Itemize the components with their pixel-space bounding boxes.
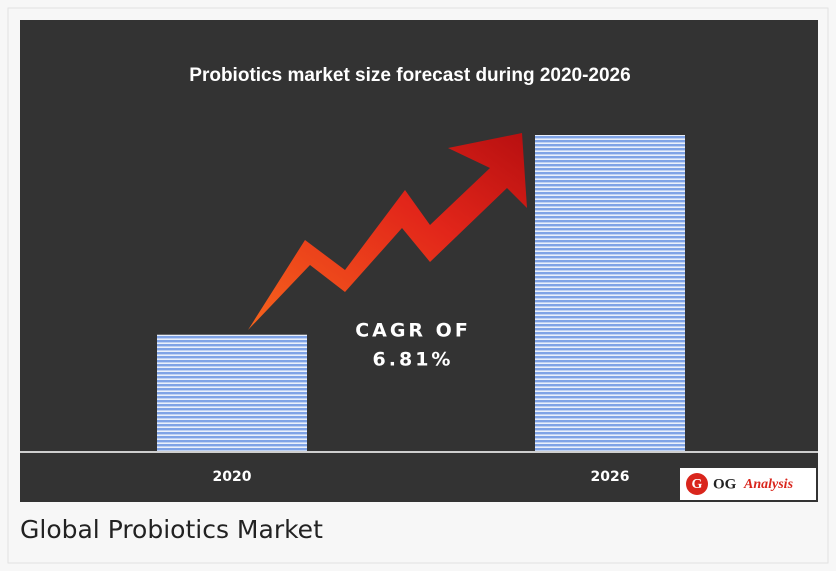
x-tick-label: 2026	[591, 469, 630, 485]
logo: G OG Analysis	[680, 468, 816, 500]
logo-icon: G	[692, 477, 703, 492]
logo-circle	[686, 473, 708, 495]
logo-name: OG	[713, 476, 737, 492]
chart-image	[20, 20, 818, 502]
bar	[535, 135, 685, 452]
bars	[157, 135, 685, 452]
annotation: 6.81%	[373, 349, 454, 371]
chart-title: Probiotics market size forecast during 2…	[189, 65, 630, 86]
growth-arrow	[248, 133, 527, 330]
annotation: CAGR OF	[355, 320, 471, 342]
bar	[157, 334, 307, 452]
x-tick-label: 2020	[213, 469, 252, 485]
logo-suffix: Analysis	[743, 477, 794, 492]
caption: Global Probiotics Market	[20, 515, 323, 544]
